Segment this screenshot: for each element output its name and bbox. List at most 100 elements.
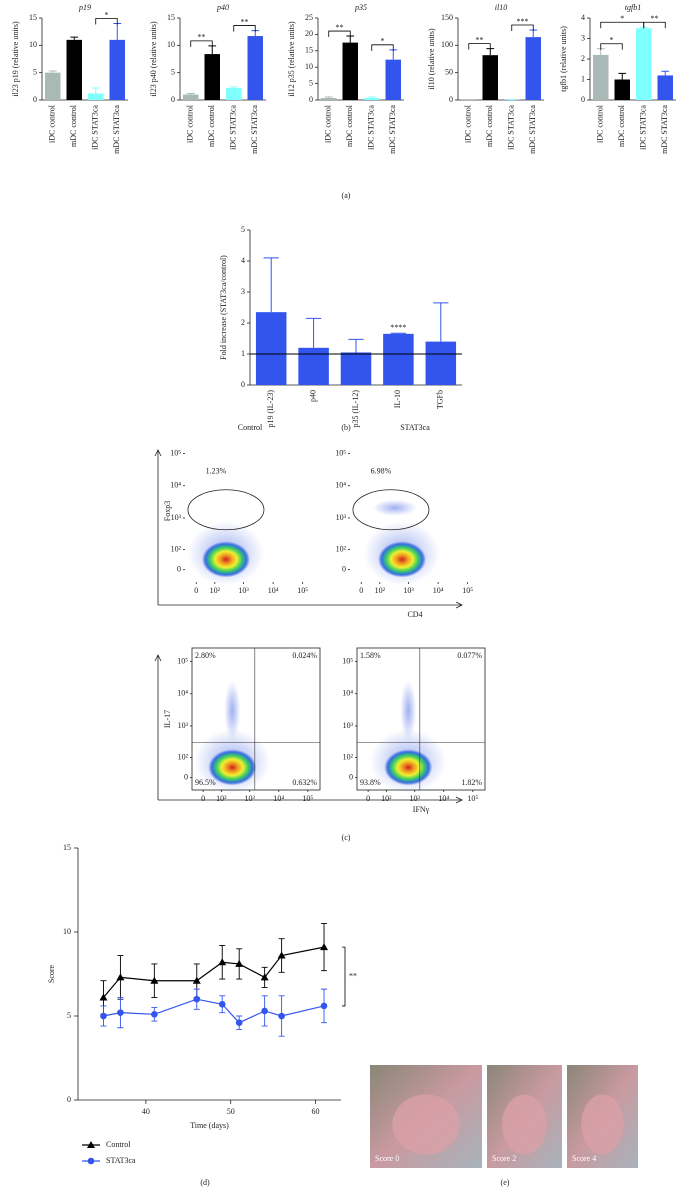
chart-title: p35 [354, 3, 367, 12]
marker [151, 1011, 158, 1018]
bar [385, 59, 401, 100]
y-tick-label: 10² [343, 752, 354, 761]
y-tick-label: 15 [167, 13, 175, 22]
error-bar [91, 87, 100, 94]
x-tick-label: p35 (IL-12) [351, 390, 360, 428]
y-tick-label: 0 [67, 1095, 71, 1104]
significance-label: *** [517, 17, 529, 26]
x-tick-label: iDC control [596, 104, 605, 143]
y-tick-label: 50 [445, 67, 453, 76]
density-blob [384, 749, 433, 786]
x-tick-label: iDC STAT3ca [229, 105, 238, 150]
marker [218, 958, 227, 966]
gate-label: 1.23% [206, 467, 227, 476]
marker [100, 1012, 107, 1020]
x-tick-label: mDC control [617, 104, 626, 147]
y-axis-label: il10 (relative units) [427, 28, 436, 90]
photo-label: Score 4 [572, 1154, 596, 1163]
significance-bracket [468, 43, 491, 50]
plot-title: Control [238, 423, 263, 432]
x-tick-label: 40 [142, 1107, 150, 1116]
y-tick-label: 2 [241, 318, 245, 327]
streak [224, 680, 241, 741]
density-blob [378, 541, 427, 578]
x-tick-label: iDC control [186, 104, 195, 143]
x-tick-label: iDC STAT3ca [639, 105, 648, 150]
y-tick-label: 10⁵ [335, 448, 346, 457]
quadrant-label: 93.8% [360, 778, 381, 787]
y-tick-label: 10³ [178, 721, 189, 730]
error-bar [48, 70, 57, 73]
significance-label: **** [390, 323, 406, 332]
significance-bracket [95, 18, 118, 25]
significance-label: ** [476, 35, 484, 44]
y-tick-label: 3 [581, 33, 585, 42]
x-tick-label: 10⁴ [438, 794, 449, 803]
x-tick-label: mDC STAT3ca [388, 105, 397, 154]
bar [247, 36, 263, 100]
y-tick-label: 4 [241, 256, 245, 265]
photo-label: Score 0 [375, 1154, 399, 1163]
x-tick-label: 10⁵ [462, 586, 473, 595]
marker [87, 1157, 95, 1165]
panel-label: (c) [342, 833, 351, 842]
bar [66, 39, 82, 100]
error-bar [529, 29, 538, 38]
significance-bracket [600, 21, 645, 29]
y-tick-label: 150 [441, 13, 453, 22]
y-tick-label: 10³ [336, 513, 347, 522]
x-tick-label: iDC control [464, 104, 473, 143]
panel-label: (e) [501, 1178, 510, 1187]
bar [183, 94, 199, 100]
y-tick-label: 10⁵ [177, 656, 188, 665]
significance-bracket [342, 946, 346, 1007]
quadrant-label: 0.024% [292, 651, 317, 660]
y-tick-label: 0 [449, 95, 453, 104]
y-tick-label: 10 [63, 927, 71, 936]
bar [204, 54, 220, 100]
y-tick-label: 100 [441, 40, 453, 49]
x-tick-label: 0 [201, 794, 205, 803]
significance-label: ** [349, 971, 357, 980]
x-tick-label: 10⁴ [433, 586, 444, 595]
x-tick-label: 10² [216, 794, 227, 803]
series-line [103, 998, 325, 1024]
y-axis-label: IL-17 [163, 710, 172, 728]
y-tick-label: 10⁴ [177, 689, 188, 698]
x-tick-label: 10² [381, 794, 392, 803]
x-tick-label: 10³ [245, 794, 256, 803]
x-tick-label: mDC control [485, 104, 494, 147]
significance-label: * [105, 10, 109, 19]
significance-bracket [511, 24, 534, 32]
marker [235, 1019, 243, 1027]
y-tick-label: 0 [342, 564, 346, 573]
x-tick-label: iDC control [324, 104, 333, 143]
x-tick-label: 10² [375, 586, 386, 595]
y-tick-label: 15 [305, 46, 313, 55]
error-bar [324, 96, 333, 99]
bar [657, 75, 673, 100]
significance-bracket [190, 40, 213, 47]
density-blob [201, 541, 250, 578]
chart-title: p19 [78, 3, 91, 12]
y-tick-label: 0 [241, 380, 245, 389]
marker [320, 943, 329, 951]
x-tick-label: 60 [312, 1107, 320, 1116]
significance-bracket [600, 43, 623, 50]
significance-label: ** [651, 14, 659, 23]
x-tick-label: 10² [210, 586, 221, 595]
error-bar [618, 72, 627, 80]
y-tick-label: 10³ [343, 721, 354, 730]
y-tick-label: 10² [171, 544, 182, 553]
x-tick-label: 10⁵ [467, 794, 478, 803]
quadrant-label: 1.58% [360, 651, 381, 660]
gate-label: 6.98% [371, 467, 392, 476]
bar [636, 28, 652, 100]
photo-label: Score 2 [492, 1154, 516, 1163]
bar [364, 98, 380, 100]
x-tick-label: iDC STAT3ca [91, 105, 100, 150]
error-bar [70, 36, 79, 40]
x-tick-label: 10⁵ [302, 794, 313, 803]
bar [340, 352, 372, 385]
density-blob [208, 749, 257, 786]
